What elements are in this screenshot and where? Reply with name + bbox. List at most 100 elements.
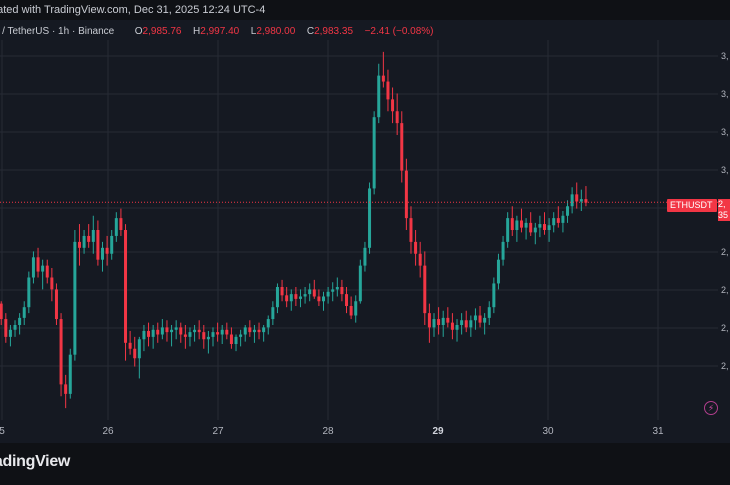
candle-body bbox=[308, 289, 312, 295]
candle-body bbox=[87, 235, 91, 242]
candle bbox=[266, 315, 270, 335]
candle-body bbox=[96, 230, 100, 260]
candle-body bbox=[303, 294, 307, 297]
candle-body bbox=[326, 291, 330, 297]
candle-body bbox=[206, 336, 210, 340]
candle-body bbox=[271, 307, 275, 320]
x-tick-label: 27 bbox=[212, 426, 224, 437]
candle bbox=[515, 215, 519, 242]
candle bbox=[308, 283, 312, 302]
x-tick-label: 28 bbox=[322, 426, 334, 437]
close-value: 2,983.35 bbox=[314, 26, 354, 37]
symbol-price-tag: ETHUSDT bbox=[667, 199, 717, 212]
candle bbox=[496, 253, 500, 290]
x-tick-label: 30 bbox=[542, 426, 554, 437]
candle-body bbox=[566, 206, 570, 216]
candle-body bbox=[441, 317, 445, 325]
time-axis[interactable]: 5 26 27 28 29 30 31 bbox=[0, 426, 664, 437]
candle-body bbox=[496, 259, 500, 284]
candle bbox=[552, 212, 556, 233]
candle-body bbox=[372, 117, 376, 189]
candles bbox=[0, 51, 588, 409]
candle-body bbox=[561, 215, 565, 223]
candle bbox=[298, 289, 302, 308]
candle bbox=[137, 336, 141, 379]
candle bbox=[340, 279, 344, 302]
candle bbox=[478, 306, 482, 328]
candle bbox=[455, 319, 459, 342]
candle bbox=[381, 51, 385, 88]
candle-body bbox=[82, 235, 86, 248]
candle-body bbox=[188, 332, 192, 337]
candle-body bbox=[404, 170, 408, 219]
candle-body bbox=[506, 218, 510, 242]
candle bbox=[239, 329, 243, 347]
created-with-text: eated with TradingView.com, Dec 31, 2025… bbox=[0, 4, 266, 16]
x-tick-label: 26 bbox=[102, 426, 114, 437]
candle-body bbox=[266, 319, 270, 328]
candle-body bbox=[13, 325, 17, 330]
candle-body bbox=[64, 384, 68, 394]
candle bbox=[54, 283, 58, 325]
candle-body bbox=[197, 329, 201, 333]
candle bbox=[59, 313, 63, 397]
candle-body bbox=[234, 336, 238, 344]
candle-body bbox=[427, 313, 431, 328]
candle bbox=[31, 251, 35, 284]
candle-body bbox=[473, 315, 477, 321]
candle bbox=[22, 301, 26, 325]
y-tick-label: 3, bbox=[721, 89, 729, 99]
candle bbox=[147, 322, 151, 347]
candle-body bbox=[340, 287, 344, 295]
candle-body bbox=[193, 329, 197, 333]
candle-body bbox=[225, 329, 229, 335]
candle bbox=[248, 320, 252, 337]
candle bbox=[335, 277, 339, 297]
candle-body bbox=[363, 247, 367, 266]
candle-body bbox=[349, 306, 353, 316]
candle-body bbox=[8, 329, 12, 337]
candle bbox=[354, 295, 358, 323]
candle-body bbox=[105, 247, 109, 254]
candle bbox=[575, 182, 579, 209]
candle-body bbox=[478, 315, 482, 323]
candle bbox=[326, 287, 330, 304]
candle bbox=[368, 182, 372, 254]
candle-body bbox=[469, 320, 473, 328]
candle bbox=[41, 259, 45, 290]
candle bbox=[414, 230, 418, 266]
lightning-icon[interactable]: ⚡ bbox=[704, 401, 718, 415]
candle bbox=[469, 315, 473, 337]
candle bbox=[13, 320, 17, 337]
candle-body bbox=[137, 339, 141, 359]
candle-body bbox=[170, 329, 174, 333]
candle-body bbox=[460, 320, 464, 325]
candle-body bbox=[533, 227, 537, 233]
candle-body bbox=[285, 295, 289, 302]
candle-body bbox=[216, 332, 220, 335]
candle bbox=[36, 247, 40, 278]
candle-body bbox=[368, 188, 372, 248]
candle bbox=[322, 291, 325, 311]
candle-body bbox=[492, 283, 496, 308]
candle-body bbox=[211, 332, 215, 337]
candle-body bbox=[45, 265, 49, 278]
candle-body bbox=[455, 325, 459, 330]
candle bbox=[363, 241, 367, 272]
candle bbox=[506, 212, 510, 248]
candle-body bbox=[570, 194, 574, 207]
candle-body bbox=[31, 257, 35, 278]
candle-body bbox=[464, 320, 468, 328]
candle-body bbox=[68, 354, 72, 394]
symbol-label: m / TetherUS · 1h · Binance bbox=[0, 26, 115, 37]
candle bbox=[460, 313, 464, 335]
candle bbox=[524, 218, 528, 240]
candle bbox=[395, 93, 399, 135]
candle bbox=[252, 325, 256, 343]
candle bbox=[418, 241, 422, 278]
candle bbox=[538, 215, 542, 238]
candle-body bbox=[160, 327, 164, 335]
candle bbox=[529, 212, 533, 236]
candle bbox=[105, 235, 109, 266]
